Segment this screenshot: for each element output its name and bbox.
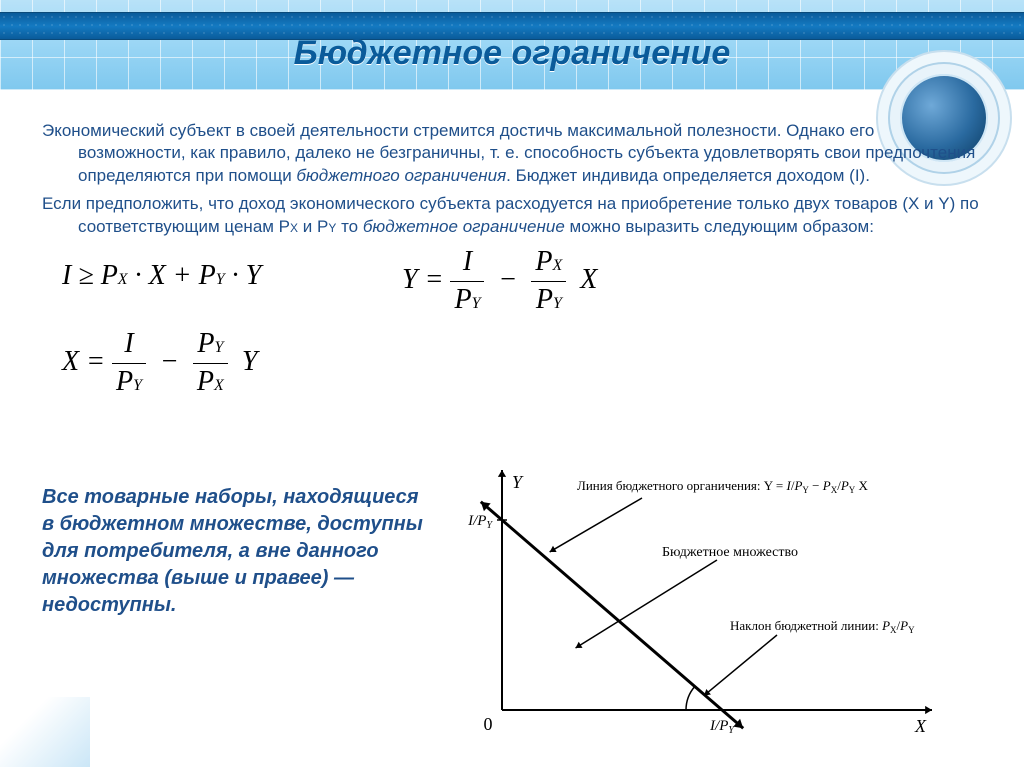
- paragraph-1: Экономический субъект в своей деятельнос…: [42, 120, 982, 187]
- svg-text:X: X: [914, 716, 927, 736]
- lower-section: Все товарные наборы, находящиеся в бюдже…: [42, 460, 982, 750]
- formula-block: I ≥ PX · X + PY · Y Y = IPY − PXPY X X =…: [42, 248, 982, 398]
- p1-term: бюджетного ограничения: [296, 166, 506, 185]
- budget-line-diagram: Y X 0 I/PY I/PY Линия бюджетного органичения:…: [432, 460, 982, 750]
- svg-text:Y: Y: [512, 472, 524, 492]
- page-title: Бюджетное ограничение: [0, 34, 1024, 73]
- svg-text:I/PY: I/PY: [709, 718, 735, 736]
- p2-tail: можно выразить следующим образом:: [565, 217, 874, 236]
- svg-text:I/PY: I/PY: [467, 513, 493, 531]
- svg-text:0: 0: [484, 714, 493, 734]
- sub-x: X: [290, 221, 298, 235]
- p2-text-b: и P: [298, 217, 328, 236]
- p2-term: бюджетное ограничение: [363, 217, 565, 236]
- diagram-svg: Y X 0 I/PY I/PY Линия бюджетного органичения:…: [432, 460, 972, 750]
- svg-text:Бюджетное множество: Бюджетное множество: [662, 545, 798, 560]
- paragraph-2: Если предположить, что доход экономическ…: [42, 193, 982, 238]
- formula-1: I ≥ PX · X + PY · Y: [62, 258, 261, 295]
- formula-3: X = IPY − PYPX Y: [62, 326, 257, 401]
- body-text: Экономический субъект в своей деятельнос…: [42, 120, 982, 398]
- lower-text: Все товарные наборы, находящиеся в бюдже…: [42, 460, 432, 750]
- svg-text:Линия бюджетного органичения:: Линия бюджетного органичения: Y = I/PY −…: [577, 478, 869, 495]
- p1-tail: . Бюджет индивида определяется доходом (…: [506, 166, 870, 185]
- formula-2: Y = IPY − PXPY X: [402, 244, 597, 319]
- p2-text-c: то: [336, 217, 363, 236]
- svg-text:Наклон бюджетной линии: PX/PY: Наклон бюджетной линии: PX/PY: [730, 618, 915, 635]
